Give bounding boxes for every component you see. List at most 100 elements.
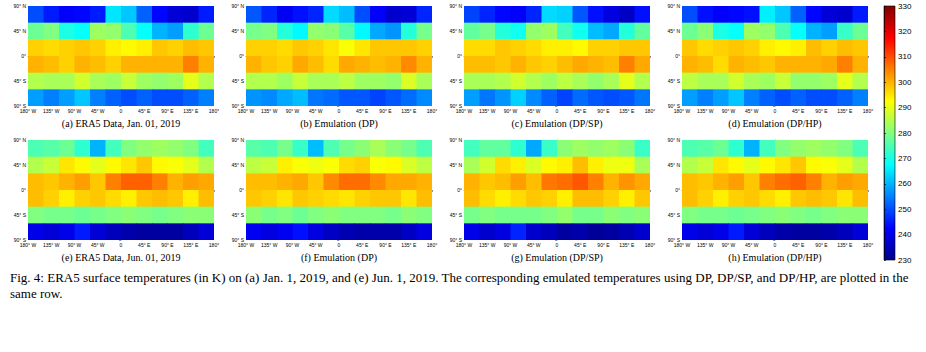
svg-text:180° W: 180° W (238, 242, 255, 248)
svg-text:45° W: 45° W (91, 108, 105, 114)
svg-text:135° W: 135° W (261, 108, 278, 114)
svg-text:45° W: 45° W (309, 108, 323, 114)
svg-text:90° E: 90° E (597, 108, 610, 114)
svg-text:45° E: 45° E (138, 242, 151, 248)
svg-text:0: 0 (338, 242, 341, 248)
svg-text:90° N: 90° N (231, 137, 244, 143)
svg-text:0: 0 (556, 242, 559, 248)
svg-text:45° E: 45° E (792, 242, 805, 248)
svg-text:290: 290 (898, 103, 912, 112)
svg-text:45° N: 45° N (449, 28, 462, 34)
svg-text:90° N: 90° N (449, 137, 462, 143)
svg-text:90° W: 90° W (504, 108, 518, 114)
svg-text:0°: 0° (675, 53, 680, 59)
svg-text:45° W: 45° W (527, 108, 541, 114)
svg-text:90° W: 90° W (68, 242, 82, 248)
svg-text:90° E: 90° E (597, 242, 610, 248)
svg-text:45° S: 45° S (14, 78, 27, 84)
svg-text:0°: 0° (675, 187, 680, 193)
svg-text:0°: 0° (239, 53, 244, 59)
svg-text:45° N: 45° N (231, 162, 244, 168)
svg-text:310: 310 (898, 52, 912, 61)
svg-text:(e) ERA5 Data, Jun. 01, 2019: (e) ERA5 Data, Jun. 01, 2019 (62, 252, 181, 264)
svg-text:(g) Emulation (DP/SP): (g) Emulation (DP/SP) (511, 252, 603, 264)
svg-text:0°: 0° (457, 187, 462, 193)
svg-text:135° E: 135° E (183, 108, 199, 114)
svg-text:90° N: 90° N (667, 137, 680, 143)
svg-text:0: 0 (556, 108, 559, 114)
svg-text:45° N: 45° N (667, 28, 680, 34)
svg-text:90° N: 90° N (13, 3, 26, 9)
svg-text:260: 260 (898, 179, 912, 188)
svg-text:(a) ERA5 Data, Jan. 01, 2019: (a) ERA5 Data, Jan. 01, 2019 (62, 118, 180, 130)
svg-text:180°: 180° (427, 242, 437, 248)
svg-text:135° W: 135° W (697, 108, 714, 114)
svg-text:135° E: 135° E (183, 242, 199, 248)
svg-text:135° E: 135° E (401, 108, 417, 114)
svg-text:0: 0 (120, 242, 123, 248)
svg-text:(d) Emulation (DP/HP): (d) Emulation (DP/HP) (728, 118, 821, 130)
svg-text:0°: 0° (21, 53, 26, 59)
svg-text:45° S: 45° S (668, 212, 681, 218)
svg-text:320: 320 (898, 27, 912, 36)
svg-text:180° W: 180° W (456, 242, 473, 248)
svg-text:180° W: 180° W (456, 108, 473, 114)
svg-text:45° S: 45° S (450, 212, 463, 218)
svg-text:0: 0 (774, 108, 777, 114)
svg-text:90° E: 90° E (815, 108, 828, 114)
svg-text:45° N: 45° N (449, 162, 462, 168)
svg-text:45° N: 45° N (231, 28, 244, 34)
svg-text:45° W: 45° W (745, 242, 759, 248)
svg-text:135° E: 135° E (837, 108, 853, 114)
svg-text:45° N: 45° N (13, 28, 26, 34)
svg-text:45° W: 45° W (309, 242, 323, 248)
svg-text:90° W: 90° W (286, 108, 300, 114)
svg-text:230: 230 (898, 256, 912, 265)
svg-text:135° E: 135° E (401, 242, 417, 248)
svg-text:45° S: 45° S (232, 78, 245, 84)
svg-text:90° E: 90° E (161, 242, 174, 248)
svg-text:90° E: 90° E (815, 242, 828, 248)
svg-text:90° E: 90° E (379, 242, 392, 248)
svg-text:330: 330 (898, 2, 912, 11)
svg-text:0°: 0° (457, 53, 462, 59)
svg-text:180° W: 180° W (20, 108, 37, 114)
svg-text:45° E: 45° E (792, 108, 805, 114)
svg-text:45° E: 45° E (356, 108, 369, 114)
svg-text:0: 0 (774, 242, 777, 248)
svg-text:45° S: 45° S (668, 78, 681, 84)
svg-text:240: 240 (898, 230, 912, 239)
svg-text:135° W: 135° W (479, 242, 496, 248)
svg-text:135° E: 135° E (837, 242, 853, 248)
svg-text:180° W: 180° W (674, 108, 691, 114)
svg-text:90° E: 90° E (379, 108, 392, 114)
svg-text:45° W: 45° W (91, 242, 105, 248)
svg-text:90° N: 90° N (667, 3, 680, 9)
svg-text:45° W: 45° W (527, 242, 541, 248)
svg-text:90° N: 90° N (231, 3, 244, 9)
svg-text:180°: 180° (863, 108, 873, 114)
svg-text:135° W: 135° W (43, 242, 60, 248)
svg-text:45° E: 45° E (574, 242, 587, 248)
svg-text:45° S: 45° S (14, 212, 27, 218)
svg-text:(h) Emulation (DP/HP): (h) Emulation (DP/HP) (728, 252, 821, 264)
svg-text:135° W: 135° W (697, 242, 714, 248)
svg-text:(c) Emulation (DP/SP): (c) Emulation (DP/SP) (511, 118, 602, 130)
svg-text:180°: 180° (863, 242, 873, 248)
svg-text:90° N: 90° N (449, 3, 462, 9)
svg-text:135° E: 135° E (619, 108, 635, 114)
svg-text:90° W: 90° W (504, 242, 518, 248)
svg-text:45° E: 45° E (574, 108, 587, 114)
svg-text:180°: 180° (645, 242, 655, 248)
svg-text:270: 270 (898, 154, 912, 163)
svg-text:135° W: 135° W (479, 108, 496, 114)
svg-text:45° N: 45° N (13, 162, 26, 168)
svg-text:45° E: 45° E (356, 242, 369, 248)
svg-text:0°: 0° (21, 187, 26, 193)
svg-text:250: 250 (898, 205, 912, 214)
svg-text:45° S: 45° S (450, 78, 463, 84)
svg-text:45° W: 45° W (745, 108, 759, 114)
svg-text:180°: 180° (209, 108, 219, 114)
svg-text:(f) Emulation (DP): (f) Emulation (DP) (301, 252, 377, 264)
svg-text:180° W: 180° W (674, 242, 691, 248)
